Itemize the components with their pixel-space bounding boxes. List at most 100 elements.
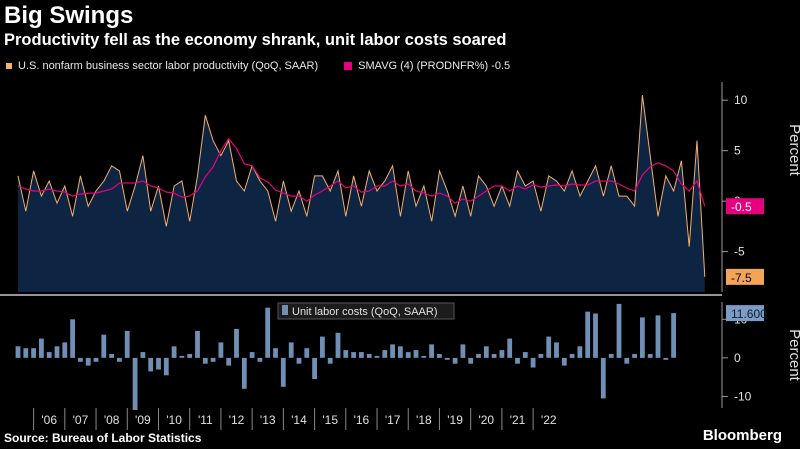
smavg-line xyxy=(17,137,706,207)
ulc-bar xyxy=(288,342,294,358)
ulc-bar xyxy=(280,357,286,387)
ulc-bar xyxy=(522,352,528,358)
xtick-label: '22 xyxy=(541,413,557,427)
ulc-bar xyxy=(499,350,505,358)
bottom-ytick-label: 0 xyxy=(734,351,741,365)
ulc-bar xyxy=(78,357,83,362)
ulc-bar xyxy=(226,357,232,366)
ulc-bar xyxy=(616,303,622,358)
xtick-label: '10 xyxy=(166,413,182,427)
ulc-bar xyxy=(398,346,403,358)
ulc-bar xyxy=(343,350,349,358)
productivity-area xyxy=(18,95,705,292)
ulc-bar xyxy=(101,334,107,358)
ulc-bar xyxy=(444,357,450,360)
ulc-bar xyxy=(195,330,200,358)
ulc-bar xyxy=(585,311,591,358)
ulc-bar xyxy=(390,344,395,358)
smavg-last-value: -0.5 xyxy=(731,200,752,214)
ulc-bar xyxy=(507,338,513,358)
ulc-bar xyxy=(530,357,536,368)
ulc-bar xyxy=(241,357,247,389)
ulc-bar xyxy=(85,357,91,366)
ulc-bar xyxy=(54,346,60,358)
ulc-bar xyxy=(163,357,169,376)
source-note: Source: Bureau of Labor Statistics xyxy=(4,431,202,445)
ulc-bar xyxy=(460,344,466,358)
chart-subtitle: Productivity fell as the economy shrank,… xyxy=(4,31,507,49)
ulc-bar xyxy=(15,346,21,358)
ulc-bar xyxy=(382,350,388,358)
smavg-last-value-bg xyxy=(726,198,764,215)
ulc-bar xyxy=(39,338,44,358)
ulc-bar xyxy=(249,352,255,358)
xtick-label: '17 xyxy=(385,413,401,427)
ulc-bar xyxy=(647,354,653,358)
ulc-bar xyxy=(179,355,185,358)
top-legend: U.S. nonfarm business sector labor produ… xyxy=(6,60,510,72)
bottom-ytick-label: -10 xyxy=(734,389,752,403)
ulc-bar xyxy=(187,354,193,358)
ulc-bar xyxy=(156,357,161,370)
xtick-label: '12 xyxy=(229,413,245,427)
ulc-legend-label: Unit labor costs (QoQ, SAAR) xyxy=(292,306,438,318)
ulc-bar xyxy=(429,344,434,358)
ulc-bar xyxy=(483,346,489,358)
ulc-bar xyxy=(257,357,263,362)
ulc-bar xyxy=(304,348,310,358)
ulc-bar xyxy=(265,307,271,358)
ulc-bar xyxy=(234,328,239,358)
ulc-bar xyxy=(327,357,333,364)
ulc-bar xyxy=(374,355,380,358)
xtick-label: '16 xyxy=(354,413,370,427)
ulc-bar xyxy=(569,354,575,358)
ulc-bar xyxy=(70,319,75,358)
ulc-bar xyxy=(109,354,114,358)
xtick-label: '09 xyxy=(135,413,151,427)
ulc-last-value: 11.600 xyxy=(731,307,767,321)
ulc-bar xyxy=(210,357,216,362)
ulc-bar xyxy=(421,355,427,358)
top-ytick-label: 10 xyxy=(734,93,748,107)
ulc-bar xyxy=(31,348,36,358)
xtick-label: '18 xyxy=(416,413,432,427)
ulc-bar xyxy=(577,346,583,358)
productivity-legend-swatch xyxy=(6,63,12,69)
ulc-bar xyxy=(663,357,669,360)
productivity-last-value: -7.5 xyxy=(731,271,752,285)
bloomberg-logo: Bloomberg xyxy=(702,427,782,444)
xtick-label: '13 xyxy=(260,413,276,427)
ulc-bar xyxy=(655,315,661,358)
ulc-bar xyxy=(515,357,520,364)
ulc-bar xyxy=(23,348,29,358)
xtick-label: '11 xyxy=(198,413,213,427)
ulc-bar xyxy=(171,346,177,358)
productivity-last-value-bg xyxy=(726,268,764,285)
ulc-bar xyxy=(335,332,341,358)
ulc-bar xyxy=(640,317,645,358)
ulc-bar xyxy=(476,354,481,358)
bottom-legend-box xyxy=(277,302,455,320)
ulc-bar xyxy=(632,354,637,358)
ulc-bar xyxy=(312,357,317,380)
bottom-ylabel: Percent xyxy=(786,329,800,382)
ulc-bar xyxy=(132,357,138,410)
xtick-label: '07 xyxy=(73,413,89,427)
ulc-bar xyxy=(117,357,122,362)
ulc-bar xyxy=(405,352,411,358)
ulc-bar xyxy=(148,357,154,372)
ulc-bar xyxy=(413,350,419,358)
xtick-label: '06 xyxy=(41,413,57,427)
ulc-bar xyxy=(273,348,278,358)
ulc-bar xyxy=(320,336,325,358)
xtick-label: '19 xyxy=(447,413,463,427)
ulc-bar xyxy=(600,357,606,399)
ulc-bar xyxy=(554,342,559,358)
ulc-bar xyxy=(546,336,552,358)
xtick-label: '20 xyxy=(478,413,494,427)
chart-title: Big Swings xyxy=(4,2,134,29)
ulc-bar xyxy=(296,357,302,364)
xtick-label: '08 xyxy=(104,413,120,427)
xtick-label: '14 xyxy=(291,413,307,427)
